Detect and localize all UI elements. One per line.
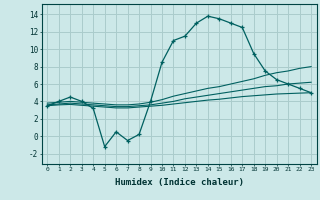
X-axis label: Humidex (Indice chaleur): Humidex (Indice chaleur): [115, 178, 244, 187]
